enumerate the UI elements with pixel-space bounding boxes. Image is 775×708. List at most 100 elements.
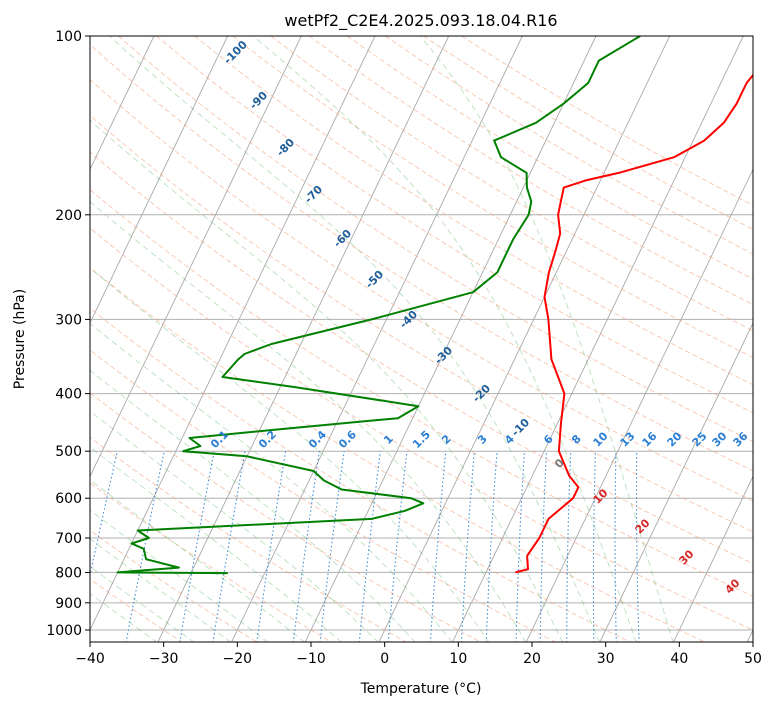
background-lines: [0, 36, 753, 643]
dry-adiabat: [90, 79, 753, 502]
moist-adiabat: [90, 267, 490, 642]
moist-adiabat: [419, 36, 674, 642]
dry-adiabat-label: -80: [274, 136, 297, 159]
y-tick-label: 700: [55, 531, 82, 547]
mixing-ratio-line: [539, 451, 548, 642]
y-tick-label: 800: [55, 565, 82, 581]
mixing-ratio-label: 25: [690, 430, 710, 450]
dry-adiabat-label: -100: [221, 38, 250, 67]
isotherm-line: [673, 475, 753, 642]
mixing-ratio-label: 30: [710, 429, 730, 449]
moist-adiabat: [90, 201, 527, 642]
y-tick-label: 400: [55, 387, 82, 403]
isotherm-line: [231, 36, 523, 642]
mixing-ratio-line: [429, 451, 447, 642]
dry-adiabat-label: -60: [331, 227, 354, 250]
mixing-ratio-line: [592, 451, 596, 642]
moist-adiabat: [90, 593, 158, 642]
mixing-ratio-line: [635, 451, 640, 642]
dry-adiabat-label: -10: [509, 416, 532, 439]
x-tick-label: −40: [75, 651, 105, 667]
mixing-ratio-label: 6: [541, 432, 556, 447]
mixing-ratio-line: [358, 451, 381, 642]
isotherm-line: [157, 36, 450, 642]
x-tick-label: −20: [223, 651, 253, 667]
isotherm-line: [304, 36, 597, 642]
mixing-ratio-line: [566, 451, 572, 642]
mixing-ratio-line: [125, 451, 165, 642]
x-tick-label: 30: [597, 651, 615, 667]
isotherm-line: [525, 168, 753, 642]
x-tick-label: 10: [449, 651, 467, 667]
isotherm-line: [0, 36, 7, 643]
isotherm-line: [90, 36, 376, 632]
y-tick-label: 100: [55, 29, 82, 45]
plot-area: [0, 36, 753, 643]
dry-adiabat: [90, 114, 753, 533]
x-tick-label: −10: [296, 651, 326, 667]
isotherm-line: [90, 36, 229, 324]
dry-adiabat-label: 30: [677, 547, 697, 567]
x-tick-label: 0: [380, 651, 389, 667]
dry-adiabat: [90, 578, 183, 642]
mixing-ratio-line: [256, 451, 287, 642]
moist-adiabat: [90, 446, 342, 642]
dewpoint-profile: [116, 36, 641, 575]
x-tick-label: 20: [523, 651, 541, 667]
moist-adiabat: [90, 119, 564, 642]
y-axis-label: Pressure (hPa): [12, 289, 28, 389]
moist-adiabat: [90, 479, 305, 642]
dry-adiabat: [90, 189, 753, 597]
dry-adiabat: [90, 392, 482, 642]
moist-adiabat: [253, 36, 637, 642]
dry-adiabat-label: 10: [591, 486, 611, 506]
dry-adiabat-label: 20: [633, 516, 653, 536]
dry-adiabat: [90, 307, 631, 642]
y-tick-label: 300: [55, 312, 82, 328]
mixing-ratio-label: 1: [381, 432, 396, 447]
mixing-ratio-label: 2: [439, 432, 454, 447]
series-lines: [116, 36, 753, 575]
dry-adiabat: [308, 36, 753, 306]
mixing-ratio-label: 0.4: [306, 428, 329, 451]
mixing-ratio-label: 0.1: [208, 428, 231, 451]
dry-adiabat: [90, 44, 753, 472]
dry-adiabat: [270, 36, 753, 332]
x-ticks: −40 −30 −20 −10 0 10 20 30 40 50: [75, 642, 762, 667]
contour-labels: -100-90-80-70-60-50-40-30-20-10010203040…: [208, 38, 751, 597]
dry-adiabat: [423, 36, 753, 230]
y-tick-label: 200: [55, 208, 82, 224]
mixing-ratio-label: 8: [569, 432, 584, 447]
dry-adiabat: [90, 482, 333, 642]
mixing-ratio-line: [319, 451, 345, 642]
x-tick-label: −30: [149, 651, 179, 667]
mixing-ratio-label: 1.5: [410, 428, 433, 451]
moist-adiabat: [90, 538, 232, 642]
isotherm-line: [452, 36, 744, 642]
dry-adiabat: [90, 267, 706, 642]
dry-adiabat-label: 40: [723, 576, 743, 596]
moist-adiabat: [90, 410, 379, 642]
mixing-ratio-line: [460, 451, 475, 642]
moist-adiabat: [90, 369, 416, 642]
isotherm-line: [378, 36, 671, 642]
dry-adiabat: [90, 227, 753, 631]
x-tick-label: 40: [670, 651, 688, 667]
y-tick-label: 1000: [46, 623, 82, 639]
x-axis-label: Temperature (°C): [360, 681, 482, 697]
moist-adiabat: [90, 509, 269, 642]
isotherm-line: [90, 36, 302, 478]
mixing-ratio-line: [387, 451, 408, 642]
mixing-ratio-line: [90, 451, 118, 578]
mixing-ratio-line: [485, 451, 498, 642]
dry-adiabat-label: -30: [432, 344, 455, 367]
plot-frame: [89, 35, 754, 643]
mixing-ratio-line: [292, 451, 320, 642]
y-ticks: 100 200 300 400 500 600 700 800 900 1000: [46, 29, 90, 639]
mixing-ratio-label: 3: [475, 432, 490, 447]
chart-title: wetPf2_C2E4.2025.093.18.04.R16: [284, 11, 557, 31]
dry-adiabat: [90, 436, 407, 642]
dry-adiabat: [90, 151, 753, 565]
mixing-ratio-line: [179, 451, 215, 642]
